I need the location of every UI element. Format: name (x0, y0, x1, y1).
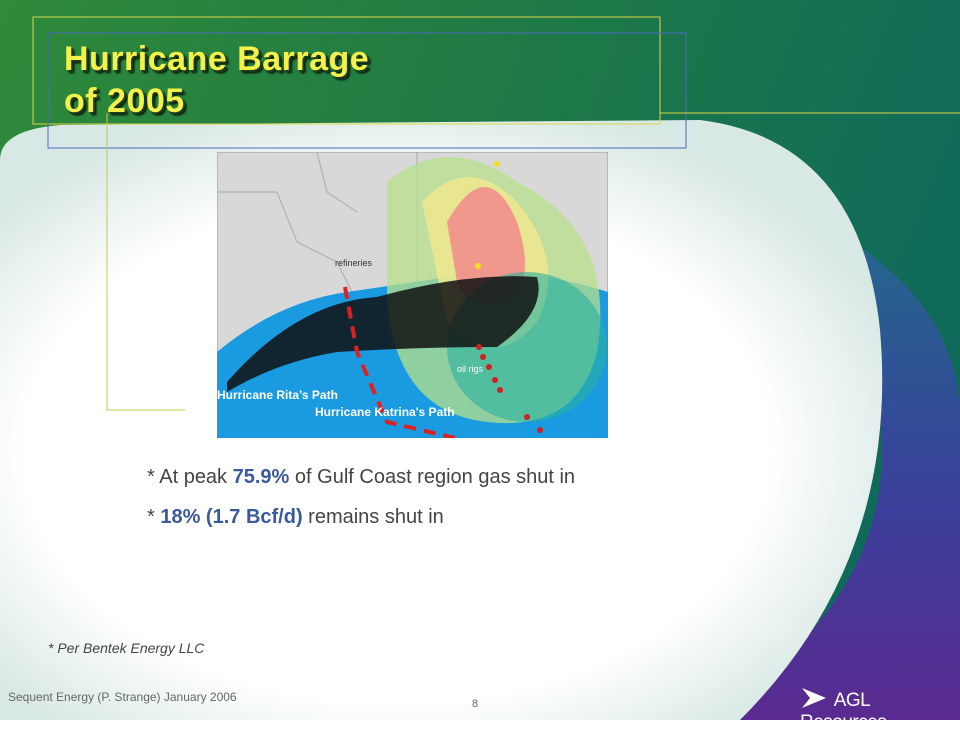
text: of Gulf Coast region gas shut in (289, 466, 576, 488)
footnote: * Per Bentek Energy LLC (48, 640, 205, 656)
highlight: 75.9% (232, 466, 290, 488)
map-label: oil rigs (457, 364, 484, 374)
text: * (147, 506, 161, 528)
text: * At peak (147, 466, 233, 488)
highlight: 18% (1.7 Bcf/d) (160, 506, 303, 528)
bullet: * 18% (1.7 Bcf/d) remains shut in (147, 506, 444, 529)
title-line: Hurricane Barrage (64, 40, 370, 78)
map-label: Hurricane Katrina's Path (315, 405, 455, 419)
page-number: 8 (472, 698, 479, 710)
map-label: refineries (335, 258, 373, 268)
slide-title: Hurricane Barrage of 2005 (64, 38, 369, 122)
hurricane-map: refineries oil rigs Hurricane Rita’s Pat… (217, 152, 608, 438)
text: remains shut in (302, 506, 444, 528)
title-line: of 2005 (64, 82, 185, 120)
map-label: Hurricane Rita’s Path (217, 388, 338, 402)
logo: AGL Resources (800, 684, 960, 734)
footer: Sequent Energy (P. Strange) January 2006 (8, 690, 237, 704)
logo-icon (802, 688, 826, 708)
bullet: * At peak 75.9% of Gulf Coast region gas… (147, 466, 575, 489)
